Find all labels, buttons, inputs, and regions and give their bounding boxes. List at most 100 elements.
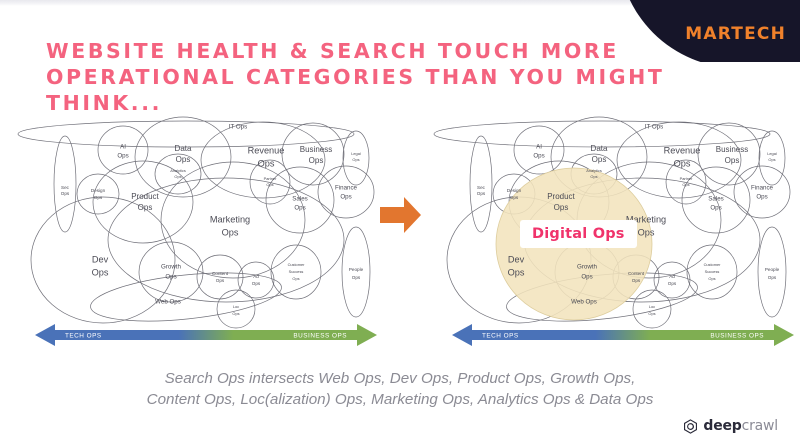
venn-labels: IT Ops Sec Ops AI Ops Data Ops Revenue O… [477, 124, 780, 316]
martech-logo: MARTECH [610, 0, 800, 62]
axis-label-business-ops: BUSINESS OPS [710, 333, 764, 340]
tech-business-axis-left: TECH OPS BUSINESS OPS [35, 322, 377, 348]
venn-labels: IT Ops Sec Ops AI Ops Data Ops Revenue O… [61, 124, 364, 316]
label-marketing-ops-l1: Marketing [210, 214, 250, 224]
label-business-ops-l1: Business [716, 145, 748, 154]
label-customer-success-ops-l2: Success [289, 269, 304, 274]
page-title: WEBSITE HEALTH & SEARCH TOUCH MORE OPERA… [46, 38, 686, 116]
label-product-ops-l1: Product [131, 192, 159, 201]
label-content-ops-l1: Content [628, 271, 645, 276]
label-customer-success-ops-l3: Ops [292, 276, 299, 281]
label-sales-ops-l1: Sales [292, 196, 307, 203]
label-sec-ops-l1: Sec [61, 185, 70, 190]
label-design-ops-l2: Ops [510, 195, 519, 200]
label-loc-ops-l2: Ops [648, 311, 655, 316]
label-analytics-ops-l1: Analytics [586, 168, 602, 173]
label-sales-ops-l2: Ops [294, 205, 305, 212]
label-ai-ops-l1: AI [536, 144, 542, 151]
label-partner-ops-l2: Ops [682, 182, 689, 187]
label-legal-ops-l1: Legal [351, 151, 361, 156]
deepcrawl-logo: deepcrawl [683, 418, 778, 434]
tech-business-axis-right: TECH OPS BUSINESS OPS [452, 322, 794, 348]
label-analytics-ops-l1: Analytics [170, 168, 186, 173]
label-ad-ops-l2: Ops [252, 281, 261, 286]
label-ad-ops-l1: Ad [253, 274, 259, 279]
label-web-ops: Web Ops [571, 299, 597, 306]
label-business-ops-l2: Ops [725, 156, 740, 165]
axis-label-tech-ops: TECH OPS [482, 333, 519, 340]
label-legal-ops-l2: Ops [768, 157, 775, 162]
label-data-ops-l1: Data [591, 144, 608, 153]
label-business-ops-l1: Business [300, 145, 332, 154]
label-content-ops-l2: Ops [216, 278, 225, 283]
digital-ops-label: Digital Ops [532, 226, 625, 242]
deepcrawl-light-part: crawl [741, 418, 779, 434]
label-design-ops-l1: Design [507, 188, 522, 193]
label-people-ops-l2: Ops [352, 275, 361, 280]
label-people-ops-l1: People [349, 267, 364, 272]
label-finance-ops-l2: Ops [756, 194, 767, 201]
label-dev-ops-l1: Dev [508, 254, 525, 264]
label-loc-ops-l1: Loc [649, 304, 655, 309]
label-people-ops-l2: Ops [768, 275, 777, 280]
martech-wordmark: MARTECH [685, 24, 786, 44]
label-growth-ops-l2: Ops [165, 274, 176, 281]
caption: Search Ops intersects Web Ops, Dev Ops, … [0, 368, 800, 410]
label-loc-ops-l2: Ops [232, 311, 239, 316]
label-legal-ops-l2: Ops [352, 157, 359, 162]
label-partner-ops-l1: Partner [680, 176, 693, 181]
page-title-line1: WEBSITE HEALTH & SEARCH TOUCH MORE [46, 39, 619, 63]
label-finance-ops-l1: Finance [751, 185, 774, 192]
deepcrawl-bold-part: deep [703, 418, 742, 434]
label-data-ops-l2: Ops [176, 155, 191, 164]
label-content-ops-l1: Content [212, 271, 229, 276]
ops-venn-diagram-before: IT Ops Sec Ops AI Ops Data Ops Revenue O… [8, 112, 376, 344]
label-ad-ops-l1: Ad [669, 274, 675, 279]
caption-line2: Content Ops, Loc(alization) Ops, Marketi… [146, 391, 654, 408]
label-sec-ops-l2: Ops [61, 191, 70, 196]
hexagon-swirl-icon [684, 418, 698, 434]
label-marketing-ops-l1: Marketing [626, 214, 666, 224]
label-dev-ops-l2: Ops [508, 267, 525, 277]
label-ai-ops-l2: Ops [117, 153, 128, 160]
label-sec-ops-l1: Sec [477, 185, 486, 190]
label-ai-ops-l2: Ops [533, 153, 544, 160]
label-web-ops: Web Ops [155, 299, 181, 306]
label-sec-ops-l2: Ops [477, 191, 486, 196]
transition-arrow [380, 196, 422, 239]
label-revenue-ops-l1: Revenue [248, 145, 285, 155]
label-business-ops-l2: Ops [309, 156, 324, 165]
label-content-ops-l2: Ops [632, 278, 641, 283]
label-marketing-ops-l2: Ops [638, 227, 655, 237]
label-revenue-ops-l2: Ops [674, 158, 691, 168]
label-design-ops-l2: Ops [94, 195, 103, 200]
label-it-ops: IT Ops [645, 124, 663, 131]
label-marketing-ops-l2: Ops [222, 227, 239, 237]
label-people-ops-l1: People [765, 267, 780, 272]
label-dev-ops-l2: Ops [92, 267, 109, 277]
label-customer-success-ops-l2: Success [705, 269, 720, 274]
label-sales-ops-l1: Sales [708, 196, 723, 203]
caption-line1: Search Ops intersects Web Ops, Dev Ops, … [164, 370, 636, 387]
label-product-ops-l2: Ops [554, 203, 569, 212]
label-loc-ops-l1: Loc [233, 304, 239, 309]
axis-label-tech-ops: TECH OPS [65, 333, 102, 340]
label-customer-success-ops-l3: Ops [708, 276, 715, 281]
label-growth-ops-l2: Ops [581, 274, 592, 281]
label-product-ops-l2: Ops [138, 203, 153, 212]
axis-label-business-ops: BUSINESS OPS [293, 333, 347, 340]
label-finance-ops-l2: Ops [340, 194, 351, 201]
label-growth-ops-l1: Growth [161, 264, 182, 271]
digital-ops-label-chip: Digital Ops [520, 220, 637, 248]
label-revenue-ops-l1: Revenue [664, 145, 701, 155]
label-analytics-ops-l2: Ops [174, 174, 181, 179]
label-product-ops-l1: Product [547, 192, 575, 201]
label-sales-ops-l2: Ops [710, 205, 721, 212]
top-gradient-band [0, 0, 800, 6]
label-analytics-ops-l2: Ops [590, 174, 597, 179]
label-data-ops-l2: Ops [592, 155, 607, 164]
label-design-ops-l1: Design [91, 188, 106, 193]
label-partner-ops-l1: Partner [264, 176, 277, 181]
deepcrawl-wordmark: deepcrawl [703, 418, 778, 434]
label-partner-ops-l2: Ops [266, 182, 273, 187]
